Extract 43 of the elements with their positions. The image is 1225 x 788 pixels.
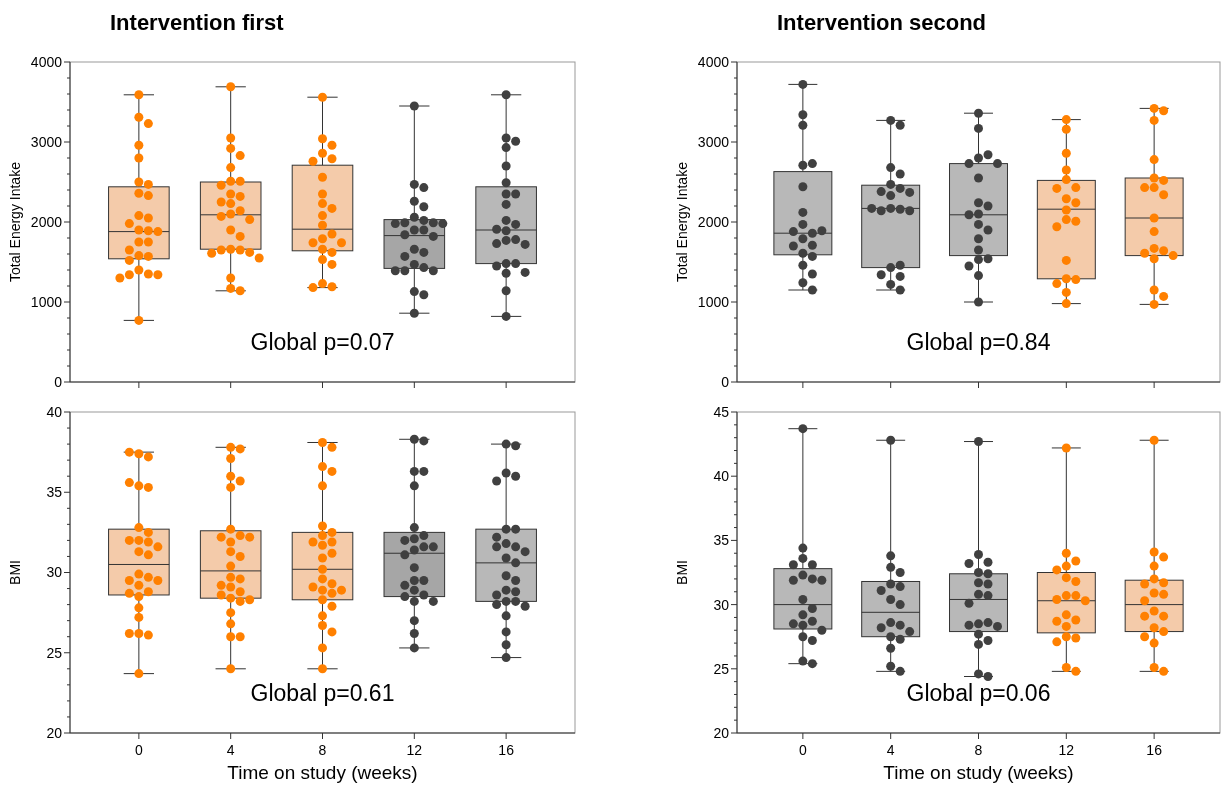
x-axis-title: Time on study (weeks)	[883, 762, 1074, 783]
x-axis-title: Time on study (weeks)	[227, 762, 418, 783]
y-tick-label: 30	[713, 596, 730, 613]
x-tick-label: 16	[1146, 742, 1163, 758]
y-tick-label: 0	[721, 373, 730, 390]
annotation: Global p=0.84	[906, 329, 1051, 355]
x-tick-label: 0	[798, 742, 807, 758]
x-tick-label: 0	[134, 742, 143, 758]
y-tick-label: 45	[713, 403, 730, 420]
x-tick-label: 12	[406, 742, 423, 758]
y-tick-label: 3000	[30, 133, 63, 150]
y-tick-label: 2000	[30, 213, 63, 230]
y-axis-title: Total Energy Intake	[7, 161, 23, 282]
x-tick-label: 4	[886, 742, 895, 758]
x-tick-label: 12	[1058, 742, 1075, 758]
x-tick-label: 4	[226, 742, 235, 758]
y-tick-label: 35	[713, 532, 730, 549]
y-axis-title: BMI	[7, 560, 23, 585]
y-tick-label: 20	[46, 724, 63, 741]
annotation: Global p=0.06	[906, 679, 1051, 706]
y-tick-label: 40	[713, 468, 730, 485]
y-tick-label: 25	[46, 644, 63, 661]
y-axis-title: Total Energy Intake	[674, 161, 690, 282]
y-axis-title: BMI	[674, 560, 690, 585]
annotation: Global p=0.61	[250, 679, 395, 706]
x-tick-label: 16	[498, 742, 515, 758]
chart-title: Intervention second	[777, 10, 987, 35]
y-tick-label: 40	[46, 403, 63, 420]
x-tick-label: 8	[974, 742, 983, 758]
y-tick-label: 35	[46, 484, 63, 501]
y-tick-label: 2000	[697, 213, 730, 230]
x-tick-label: 8	[318, 742, 327, 758]
chart-title: Intervention first	[110, 10, 285, 35]
y-tick-label: 3000	[697, 133, 730, 150]
y-tick-label: 4000	[697, 53, 730, 70]
y-tick-label: 4000	[30, 53, 63, 70]
y-tick-label: 20	[713, 724, 730, 741]
y-tick-label: 0	[54, 373, 63, 390]
y-tick-label: 30	[46, 564, 63, 581]
y-tick-label: 25	[713, 660, 730, 677]
annotation: Global p=0.07	[250, 329, 395, 355]
y-tick-label: 1000	[697, 293, 730, 310]
y-tick-label: 1000	[30, 293, 63, 310]
